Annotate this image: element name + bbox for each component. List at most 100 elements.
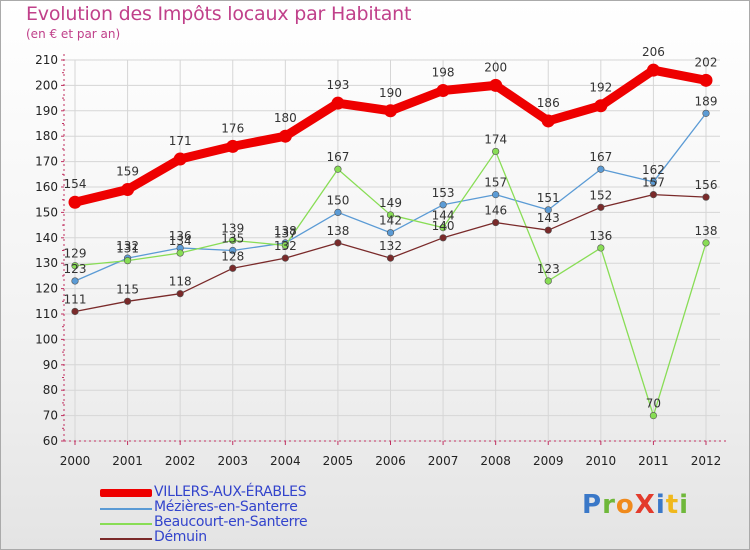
data-point	[331, 96, 345, 110]
data-point	[386, 254, 395, 262]
data-point	[699, 73, 713, 87]
data-point	[594, 99, 608, 113]
data-label: 174	[484, 132, 507, 146]
data-point	[649, 412, 658, 420]
x-tick-label: 2000	[60, 454, 91, 468]
data-point	[176, 290, 184, 298]
data-label: 140	[432, 219, 455, 233]
data-label: 200	[484, 60, 507, 74]
data-label: 198	[432, 65, 455, 79]
data-label: 129	[64, 247, 87, 261]
data-label: 132	[274, 239, 297, 253]
data-point	[646, 63, 660, 77]
data-point	[439, 234, 447, 242]
data-point	[386, 211, 395, 219]
data-point	[278, 129, 292, 143]
y-tick-label: 140	[35, 231, 58, 245]
data-label: 132	[116, 239, 139, 253]
y-tick-label: 120	[35, 282, 58, 296]
data-point	[597, 244, 605, 252]
data-label: 123	[537, 262, 560, 276]
legend-swatch-demuin	[100, 538, 152, 540]
data-point	[281, 254, 289, 262]
data-point	[384, 104, 397, 118]
data-label: 189	[695, 94, 718, 108]
legend-swatch-mezieres	[100, 508, 152, 510]
data-label: 176	[221, 121, 244, 135]
grid-lines	[64, 59, 720, 442]
legend-label-demuin: Démuin	[154, 529, 207, 545]
logo-letter: P	[582, 490, 603, 520]
data-point	[173, 152, 187, 166]
data-label: 146	[484, 204, 507, 218]
legend-label-mezieres: Mézières-en-Santerre	[154, 499, 298, 515]
data-label: 167	[326, 150, 349, 164]
x-tick-label: 2003	[217, 454, 248, 468]
chart-subtitle: (en € et par an)	[26, 27, 121, 41]
data-point	[492, 218, 500, 227]
x-tick-label: 2008	[480, 454, 511, 468]
data-label: 136	[589, 229, 612, 243]
data-label: 159	[116, 165, 139, 179]
data-label: 115	[116, 282, 139, 296]
data-label: 157	[642, 176, 665, 190]
data-point	[544, 226, 552, 234]
data-point	[439, 224, 447, 232]
data-label: 70	[646, 397, 661, 411]
y-tick-label: 160	[35, 180, 58, 194]
y-tick-label: 80	[43, 383, 58, 397]
logo-letter: i	[679, 490, 690, 520]
x-tick-label: 2005	[323, 454, 354, 468]
logo-letter: r	[602, 490, 616, 520]
y-tick-label: 180	[35, 129, 58, 143]
data-label: 180	[274, 111, 297, 125]
legend-swatch-beaucourt	[100, 523, 152, 525]
data-label: 190	[379, 86, 402, 100]
data-label: 138	[695, 224, 718, 238]
data-point	[597, 165, 605, 173]
data-label: 153	[432, 186, 455, 200]
legend-swatch-villers	[100, 489, 152, 497]
data-point	[123, 297, 132, 305]
data-label: 156	[695, 178, 718, 192]
y-tick-label: 150	[35, 205, 58, 219]
data-point	[334, 165, 342, 173]
data-labels: 123 132 136 135 138 150 142 153 157 151 167 162 189 1…	[64, 45, 718, 410]
y-tick-label: 60	[43, 434, 58, 448]
data-label: 206	[642, 45, 665, 59]
chart-title: Evolution des Impôts locaux par Habitant	[26, 3, 412, 25]
data-point	[439, 201, 447, 209]
data-label: 131	[116, 242, 139, 256]
data-label: 143	[537, 211, 560, 225]
data-label: 123	[64, 262, 87, 276]
data-label: 151	[537, 191, 560, 205]
data-point	[123, 257, 132, 265]
x-tick-label: 2011	[638, 454, 669, 468]
data-label: 132	[379, 239, 402, 253]
logo-letter: i	[655, 490, 666, 520]
y-tick-label: 90	[43, 358, 58, 372]
legend-label-villers: VILLERS-AUX-ÉRABLES	[154, 484, 307, 500]
data-label: 118	[169, 275, 192, 289]
data-point	[541, 114, 555, 128]
data-point	[281, 241, 289, 250]
data-label: 192	[589, 81, 612, 95]
x-tick-label: 2002	[165, 454, 196, 468]
data-point	[489, 78, 503, 92]
data-point	[436, 83, 450, 97]
data-label: 150	[326, 193, 349, 207]
data-label: 142	[379, 214, 402, 228]
data-label: 138	[274, 224, 297, 238]
logo-letter: t	[665, 490, 680, 520]
x-tick-label: 2004	[270, 454, 301, 468]
data-label: 186	[537, 96, 560, 110]
data-label: 111	[64, 292, 87, 306]
data-point	[649, 178, 658, 186]
y-tick-label: 210	[35, 53, 58, 67]
y-tick-label: 170	[35, 155, 58, 169]
data-label: 128	[221, 249, 244, 263]
data-point	[71, 307, 79, 316]
data-label: 138	[326, 224, 349, 238]
y-tick-label: 100	[35, 332, 58, 346]
